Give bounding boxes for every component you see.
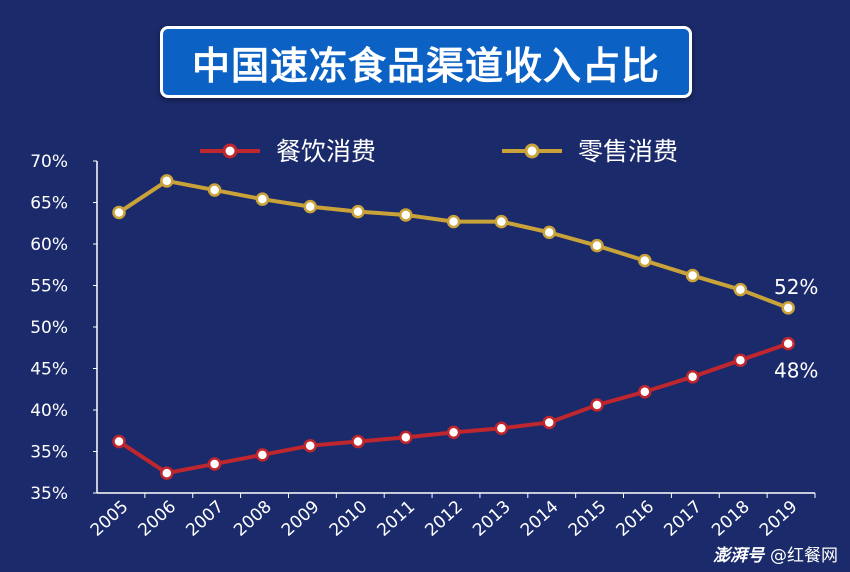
y-tick-label: 70% (30, 152, 68, 172)
x-tick-label: 2017 (660, 497, 706, 541)
data-point (351, 204, 365, 219)
data-point (638, 253, 652, 268)
watermark-logo: 澎湃号 (713, 546, 764, 566)
data-point (160, 174, 174, 188)
y-tick-label: 60% (30, 235, 68, 255)
data-point (112, 205, 126, 220)
x-tick-label: 2008 (230, 497, 276, 541)
x-tick-label: 2005 (87, 497, 133, 541)
legend-label: 零售消费 (578, 137, 678, 166)
x-tick-label: 2015 (565, 497, 611, 541)
data-point (399, 208, 413, 222)
x-tick-label: 2007 (182, 497, 228, 541)
x-tick-label: 2019 (756, 497, 802, 541)
data-point (494, 421, 509, 436)
x-tick-label: 2016 (613, 497, 659, 541)
legend-label: 餐饮消费 (276, 137, 376, 166)
watermark: 澎湃号 @红餐网 (713, 541, 838, 566)
data-label: 52% (774, 275, 818, 299)
x-tick-label: 2009 (278, 497, 324, 541)
x-tick-label: 2012 (421, 497, 467, 541)
series-line (117, 178, 791, 310)
data-point (542, 225, 556, 240)
chart-title-box: 中国速冻食品渠道收入占比 (160, 26, 692, 98)
y-tick-label: 35% (30, 484, 68, 504)
x-tick-label: 2018 (708, 497, 754, 541)
data-point (494, 214, 509, 229)
x-tick-label: 2013 (469, 497, 515, 541)
chart-title: 中国速冻食品渠道收入占比 (191, 43, 660, 88)
y-tick-label: 50% (30, 318, 68, 338)
data-point (255, 192, 270, 206)
data-point (446, 214, 461, 229)
data-point (255, 448, 270, 462)
data-point (638, 384, 652, 399)
data-point (160, 466, 174, 480)
data-point (207, 457, 222, 471)
data-point (733, 282, 748, 297)
legend-marker (524, 143, 540, 159)
data-point (685, 268, 700, 283)
data-point (303, 199, 317, 214)
data-label: 48% (774, 359, 818, 383)
data-point (446, 425, 461, 440)
data-point (303, 438, 317, 453)
data-point (685, 370, 700, 384)
y-tick-label: 40% (30, 401, 68, 421)
y-tick-label: 55% (30, 277, 68, 297)
y-tick-label: 65% (30, 194, 68, 214)
data-point (590, 398, 604, 412)
data-point (112, 434, 126, 449)
data-point (351, 434, 365, 449)
data-point (542, 415, 556, 430)
data-point (733, 353, 748, 367)
y-tick-label: 45% (30, 360, 68, 380)
series-line (117, 341, 791, 476)
data-point (399, 430, 413, 445)
legend-marker (222, 143, 238, 159)
y-tick-label: 35% (30, 443, 68, 463)
x-tick-label: 2014 (517, 497, 563, 541)
x-tick-label: 2011 (374, 497, 420, 541)
x-tick-label: 2006 (135, 497, 181, 541)
x-tick-label: 2010 (326, 497, 372, 541)
data-point (781, 301, 795, 315)
data-point (207, 183, 222, 197)
watermark-text: @红餐网 (770, 546, 838, 566)
data-point (590, 238, 604, 253)
data-point (781, 336, 795, 351)
